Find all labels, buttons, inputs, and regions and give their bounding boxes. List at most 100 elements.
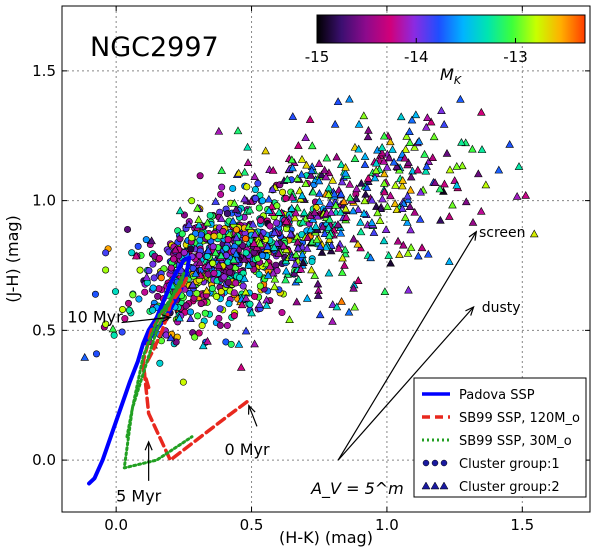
cluster-group-1-point [188, 197, 196, 205]
cluster-group-2-point [147, 236, 156, 245]
cluster-group-2-point [405, 127, 414, 135]
cluster-group-2-point [468, 144, 477, 153]
cluster-group-2-point [195, 258, 205, 267]
cluster-group-2-point [445, 165, 455, 174]
cluster-group-2-point [350, 302, 359, 311]
cluster-group-1-point [201, 309, 209, 317]
cluster-group-2-point [325, 198, 335, 207]
cluster-group-2-point [293, 174, 302, 182]
cluster-group-2-point [333, 220, 343, 228]
cluster-group-1-point [197, 300, 205, 308]
cluster-group-2-point [279, 241, 289, 250]
cluster-group-2-point [243, 158, 253, 167]
cluster-group-2-point [211, 248, 220, 257]
cluster-group-2-point [315, 196, 324, 205]
cluster-group-1-point [229, 184, 237, 192]
cluster-group-1-point [180, 249, 188, 257]
cluster-group-2-point [306, 170, 316, 179]
cluster-group-2-point [166, 333, 176, 342]
cluster-group-1-point [128, 249, 136, 257]
cluster-group-2-point [474, 169, 483, 178]
cluster-group-2-point [360, 196, 370, 205]
cluster-group-2-point [287, 155, 297, 164]
cluster-group-2-point [262, 300, 271, 309]
cluster-group-2-point [400, 153, 410, 162]
cluster-group-1-point [91, 290, 99, 298]
cluster-group-2-point [330, 119, 340, 128]
cluster-group-1-point [217, 190, 225, 198]
cluster-group-2-point [366, 253, 375, 262]
cluster-group-2-point [250, 229, 260, 238]
cluster-group-2-point [414, 251, 423, 260]
cluster-group-1-point [243, 183, 251, 191]
cluster-group-1-point [251, 186, 259, 194]
cluster-group-2-point [331, 200, 341, 209]
y-tick-label: 0.5 [32, 321, 56, 339]
cluster-group-1-point [254, 179, 262, 187]
cluster-group-1-point [102, 320, 110, 328]
cluster-group-2-point [420, 149, 429, 158]
cluster-group-1-point [189, 264, 197, 272]
cluster-group-2-point [312, 235, 322, 244]
cluster-group-2-point [356, 243, 365, 252]
cluster-group-2-point [435, 184, 445, 193]
legend: Padova SSP SB99 SSP, 120M_o SB99 SSP, 30M_… [413, 377, 587, 498]
cluster-group-2-point [229, 255, 238, 264]
annotation-0-myr: 0 Myr [224, 440, 270, 459]
cluster-group-2-point [421, 166, 431, 175]
x-tick-label: 0.5 [240, 516, 264, 534]
cluster-group-1-point [230, 289, 238, 297]
cluster-group-2-point [406, 172, 416, 181]
cluster-group-2-point [320, 165, 329, 174]
cluster-group-1-point [242, 235, 250, 243]
cluster-group-1-point [112, 288, 120, 296]
cluster-group-1-point [149, 260, 157, 268]
cluster-group-2-point [236, 362, 246, 371]
cluster-group-2-point [241, 326, 251, 335]
cluster-group-2-point [311, 221, 321, 230]
cluster-group-2-point [379, 178, 389, 187]
cluster-group-2-point [529, 229, 539, 238]
cluster-group-2-point [243, 142, 252, 151]
cluster-group-1-point [256, 217, 264, 225]
cluster-group-1-point [256, 282, 264, 290]
cluster-group-2-point [350, 154, 360, 162]
cluster-group-2-point [352, 194, 361, 203]
cluster-group-2-point [281, 275, 290, 284]
legend-swatch-circle [431, 459, 439, 467]
legend-label: Padova SSP [459, 388, 535, 403]
arrow-10-myr-head [161, 314, 172, 323]
cluster-group-1-point [149, 284, 157, 292]
cluster-group-2-point [448, 200, 457, 209]
cluster-group-2-point [228, 216, 238, 225]
cluster-group-2-point [307, 166, 317, 174]
colorbar-label: MK [440, 65, 462, 87]
cluster-group-2-point [214, 260, 224, 269]
cluster-group-2-point [302, 243, 312, 252]
cluster-group-2-point [292, 297, 302, 306]
legend-label: SB99 SSP, 120M_o [459, 411, 580, 426]
cluster-group-2-point [336, 189, 346, 198]
cluster-group-2-point [383, 202, 392, 211]
cluster-group-2-point [310, 207, 319, 216]
cluster-group-2-point [457, 137, 466, 146]
cluster-group-1-point [167, 264, 175, 272]
cluster-group-2-point [230, 198, 239, 207]
cluster-group-1-point [255, 204, 263, 212]
cluster-group-1-point [223, 210, 231, 218]
x-tick-label: 1.5 [510, 516, 534, 534]
cluster-group-2-point [303, 233, 312, 241]
cluster-group-2-point [302, 294, 312, 302]
cluster-group-2-point [345, 179, 355, 188]
cluster-group-2-point [285, 315, 294, 323]
cluster-group-2-point [477, 107, 486, 116]
cluster-group-2-point [345, 94, 354, 103]
legend-swatch-circle [422, 459, 430, 467]
cluster-group-2-point [328, 175, 338, 184]
cluster-group-2-point [269, 242, 279, 251]
cluster-group-2-point [270, 228, 279, 236]
cluster-group-2-point [362, 183, 372, 191]
cluster-group-1-point [155, 285, 163, 293]
cluster-group-1-point [222, 244, 230, 252]
x-tick-label: 1.0 [375, 516, 399, 534]
